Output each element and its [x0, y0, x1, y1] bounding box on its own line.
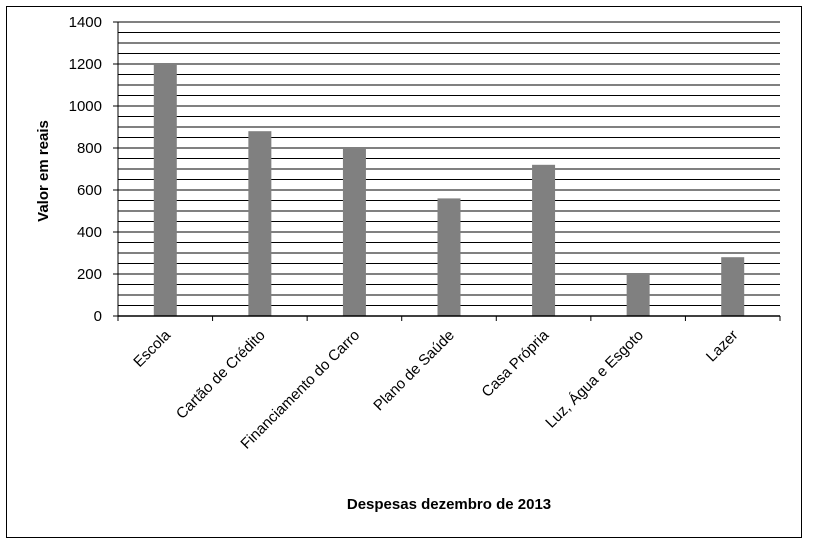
x-tick-label: Lazer — [703, 327, 742, 366]
bar — [342, 148, 366, 316]
x-tick-label: Casa Própria — [478, 326, 552, 400]
y-tick-label: 400 — [77, 224, 102, 241]
y-tick-label: 800 — [77, 140, 102, 157]
y-tick-label: 1000 — [69, 98, 102, 115]
chart-frame — [6, 6, 802, 538]
bar — [153, 64, 177, 316]
x-tick-label: Escola — [130, 326, 174, 370]
bar — [721, 257, 745, 316]
bar — [437, 198, 461, 316]
y-tick-label: 200 — [77, 266, 102, 283]
y-tick-label: 600 — [77, 182, 102, 199]
bars — [153, 64, 745, 316]
y-tick-label: 1400 — [69, 14, 102, 31]
x-tick-label: Luz, Água e Esgoto — [542, 327, 647, 432]
y-tick-labels: 0 200 400 600 800 1000 1200 1400 — [69, 14, 102, 325]
x-tick-label: Cartão de Crédito — [173, 327, 269, 423]
bar — [248, 131, 272, 316]
x-tick-label: Plano de Saúde — [370, 327, 458, 415]
bar — [626, 274, 650, 316]
y-tick-label: 1200 — [69, 56, 102, 73]
axes — [113, 21, 781, 321]
y-axis-title: Valor em reais — [35, 120, 52, 222]
bar — [532, 164, 556, 316]
x-axis-title: Despesas dezembro de 2013 — [347, 496, 551, 513]
y-tick-label: 0 — [94, 308, 102, 325]
